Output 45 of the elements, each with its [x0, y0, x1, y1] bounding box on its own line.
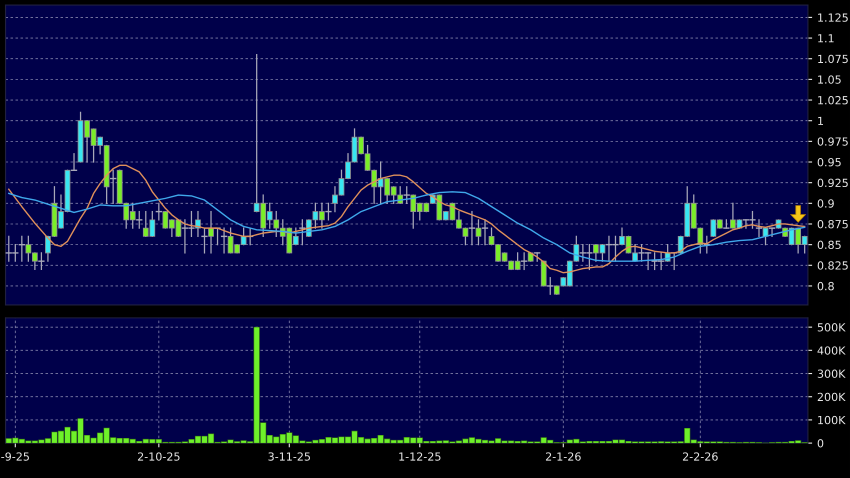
x-tick-label: 2-10-25	[138, 452, 180, 461]
y-tick-label: 500K	[818, 323, 846, 332]
x-tick-label: -9-25	[1, 452, 29, 461]
candlestick	[534, 252, 540, 262]
y-tick-label: 1.1	[818, 34, 834, 42]
y-tick-label: 1.075	[818, 54, 848, 64]
candlestick	[482, 219, 488, 246]
y-tick-label: 200K	[818, 392, 846, 402]
y-tick-label: 0.875	[818, 220, 848, 228]
y-tick-label: 0	[818, 439, 824, 448]
candlestick	[404, 186, 410, 204]
x-tick-label: 2-2-26	[682, 452, 718, 461]
candlestick	[521, 252, 528, 270]
candlestick	[38, 252, 45, 270]
y-tick-label: 1	[818, 116, 823, 125]
y-tick-label: 1.025	[818, 96, 848, 104]
y-tick-label: 0.8	[818, 282, 834, 290]
y-tick-label: 0.975	[818, 137, 848, 146]
candlestick	[70, 153, 78, 171]
candlestick	[156, 202, 162, 220]
x-tick-label: 3-11-25	[268, 452, 310, 461]
candlestick	[547, 277, 554, 295]
y-tick-label: 100K	[818, 416, 846, 424]
y-tick-label: 1.125	[818, 13, 848, 22]
candlestick	[468, 210, 476, 246]
y-tick-label: 0.95	[818, 158, 841, 166]
candlestick	[220, 227, 228, 254]
y-tick-label: 0.85	[818, 240, 841, 250]
x-tick-label: 2-1-26	[546, 452, 581, 461]
candlestick	[325, 202, 332, 220]
candlestick	[299, 219, 306, 246]
candlestick	[201, 227, 208, 254]
candlestick	[110, 170, 116, 204]
y-tick-label: 0.825	[818, 261, 848, 270]
x-tick-label: 1-12-25	[399, 452, 440, 461]
y-tick-label: 0.9	[818, 199, 834, 208]
line-series	[8, 164, 806, 274]
candlestick	[18, 236, 25, 262]
line-series	[8, 191, 806, 262]
y-tick-label: 1.05	[818, 75, 841, 84]
y-tick-label: 300K	[818, 370, 846, 378]
candlestick	[136, 210, 142, 229]
candlestick	[756, 219, 762, 238]
y-tick-label: 0.925	[818, 178, 848, 188]
y-tick-label: 400K	[817, 346, 846, 355]
